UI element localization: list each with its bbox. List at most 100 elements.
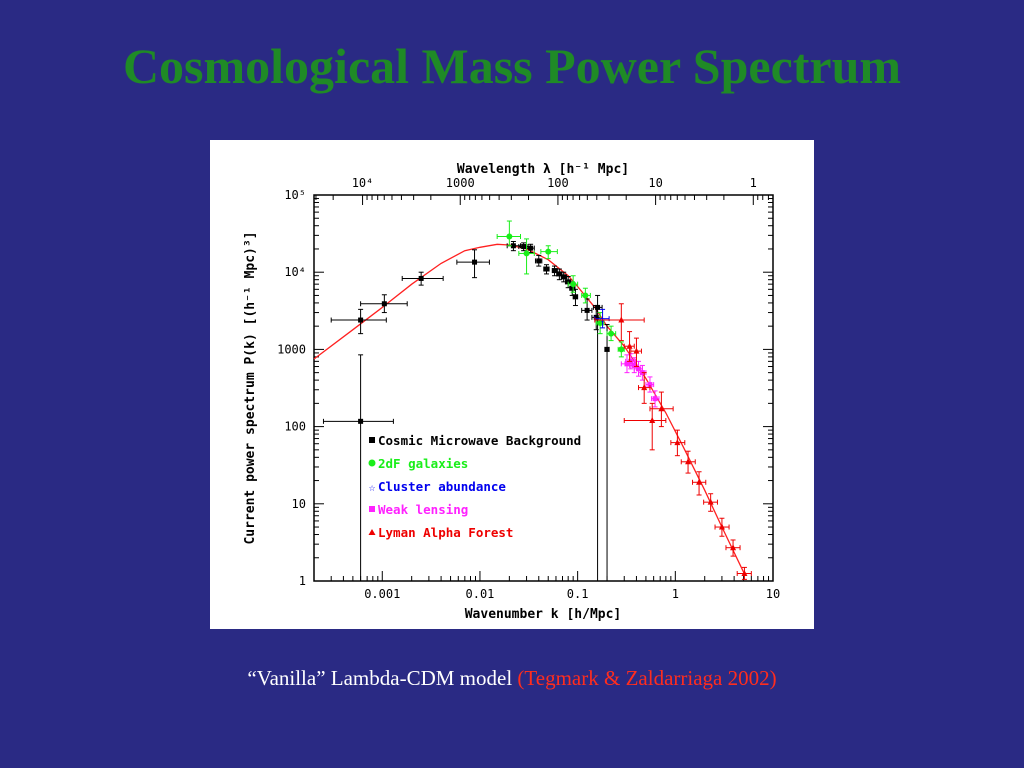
legend-marker-2df <box>368 459 376 467</box>
y-tick-label: 10 <box>292 497 306 511</box>
marker-triangle <box>685 458 692 465</box>
x-tick-label: 0.1 <box>567 587 589 601</box>
legend-marker-lyman <box>368 529 376 535</box>
data-point-lyman <box>594 303 645 342</box>
figure-panel: 0.001 0.01 0.1 1 10 1 10 100 1000 10⁴ 10⁵ 10⁴ 1000 10… <box>210 140 814 629</box>
y-tick-label: 1 <box>299 574 306 588</box>
top-tick-label: 1 <box>750 176 757 190</box>
data-point-2df <box>606 325 617 342</box>
data-point-cmb <box>556 268 563 281</box>
data-point-cmb <box>456 249 490 279</box>
y-tick-label: 10⁵ <box>284 188 306 202</box>
model-curve <box>313 243 745 573</box>
marker-square <box>544 266 550 272</box>
axis-ticks: 0.001 0.01 0.1 1 10 1 10 100 1000 10⁴ 10⁵ 10⁴ 1000 10… <box>277 176 780 601</box>
marker-square <box>584 307 590 313</box>
marker-square <box>569 285 575 291</box>
marker-square <box>624 361 630 367</box>
data-point-lensing <box>650 390 660 408</box>
marker-star: ☆ <box>599 313 606 326</box>
marker-square <box>381 301 387 307</box>
marker-square <box>552 268 558 274</box>
marker-square <box>595 304 601 310</box>
marker-triangle <box>707 498 714 505</box>
legend-marker-cluster: ☆ <box>369 481 376 494</box>
data-point-lyman <box>623 331 635 362</box>
marker-triangle <box>626 342 633 349</box>
caption-model-text: “Vanilla” Lambda-CDM model <box>247 666 518 690</box>
marker-triangle <box>618 316 625 323</box>
data-point-lyman <box>630 337 642 368</box>
slide-caption: “Vanilla” Lambda-CDM model (Tegmark & Za… <box>0 664 1024 692</box>
marker-triangle <box>741 570 748 577</box>
data-point-cmb <box>322 354 394 582</box>
marker-triangle <box>696 478 703 485</box>
data-point-2df <box>581 287 591 304</box>
data-point-2df <box>567 275 579 293</box>
data-point-cmb <box>560 271 568 283</box>
legend-marker-cmb <box>369 437 375 443</box>
marker-circle <box>618 346 625 353</box>
marker-circle <box>597 319 604 326</box>
data-point-2df <box>595 312 605 335</box>
legend-label-cmb: Cosmic Microwave Background <box>378 433 581 448</box>
marker-square <box>536 258 542 264</box>
data-point-lyman <box>703 493 718 512</box>
data-point-cmb <box>360 294 408 314</box>
data-point-lensing <box>645 376 655 393</box>
y-tick-label: 100 <box>284 420 306 434</box>
data-point-lyman <box>680 450 696 474</box>
data-point-2df <box>518 238 535 275</box>
marker-square <box>358 418 364 424</box>
data-point-2df <box>496 220 521 247</box>
data-point-lyman <box>725 539 741 557</box>
data-points-layer: ☆ <box>322 220 752 582</box>
marker-square <box>472 259 478 265</box>
legend: Cosmic Microwave Background 2dF galaxies… <box>368 433 581 540</box>
legend-label-cluster: Cluster abundance <box>378 479 506 494</box>
marker-square <box>647 382 653 388</box>
data-point-2df <box>617 341 625 358</box>
data-point-lyman <box>714 517 730 537</box>
data-point-lyman <box>670 429 686 457</box>
marker-circle <box>545 248 552 255</box>
marker-triangle <box>641 384 648 391</box>
data-point-lyman <box>736 566 752 580</box>
legend-label-lyman: Lyman Alpha Forest <box>378 525 513 540</box>
marker-circle <box>608 330 615 337</box>
y-tick-label: 10⁴ <box>284 265 306 279</box>
x-tick-label: 0.01 <box>466 587 495 601</box>
data-point-cmb <box>604 324 610 582</box>
y-tick-label: 1000 <box>277 342 306 356</box>
marker-triangle <box>633 347 640 354</box>
data-point-cmb <box>592 294 603 582</box>
caption-reference: (Tegmark & Zaldarriaga 2002) <box>517 666 777 690</box>
top-tick-label: 10 <box>648 176 662 190</box>
marker-square <box>510 243 516 249</box>
marker-square <box>561 274 567 280</box>
slide-title: Cosmological Mass Power Spectrum <box>122 38 902 94</box>
marker-circle <box>582 292 589 299</box>
legend-label-lensing: Weak lensing <box>378 502 468 517</box>
legend-label-2df: 2dF galaxies <box>378 456 468 471</box>
data-point-cmb <box>534 254 543 267</box>
marker-square <box>604 346 610 352</box>
data-point-cmb <box>330 308 387 335</box>
marker-square <box>528 245 534 251</box>
marker-triangle <box>658 405 665 412</box>
data-point-lyman <box>649 391 674 428</box>
marker-circle <box>570 281 577 288</box>
marker-square <box>636 366 642 372</box>
y-axis-label: Current power spectrum P(k) [(h⁻¹ Mpc)³] <box>243 231 258 544</box>
marker-square <box>418 275 424 281</box>
plot-area-frame <box>313 194 774 582</box>
marker-triangle <box>718 523 725 530</box>
marker-square <box>572 294 578 300</box>
model-curve-layer <box>313 243 745 573</box>
data-point-cmb <box>543 264 550 275</box>
x-tick-label: 0.001 <box>364 587 400 601</box>
marker-square <box>358 317 364 323</box>
marker-square <box>556 271 562 277</box>
marker-circle <box>523 250 530 257</box>
marker-square <box>652 396 658 402</box>
